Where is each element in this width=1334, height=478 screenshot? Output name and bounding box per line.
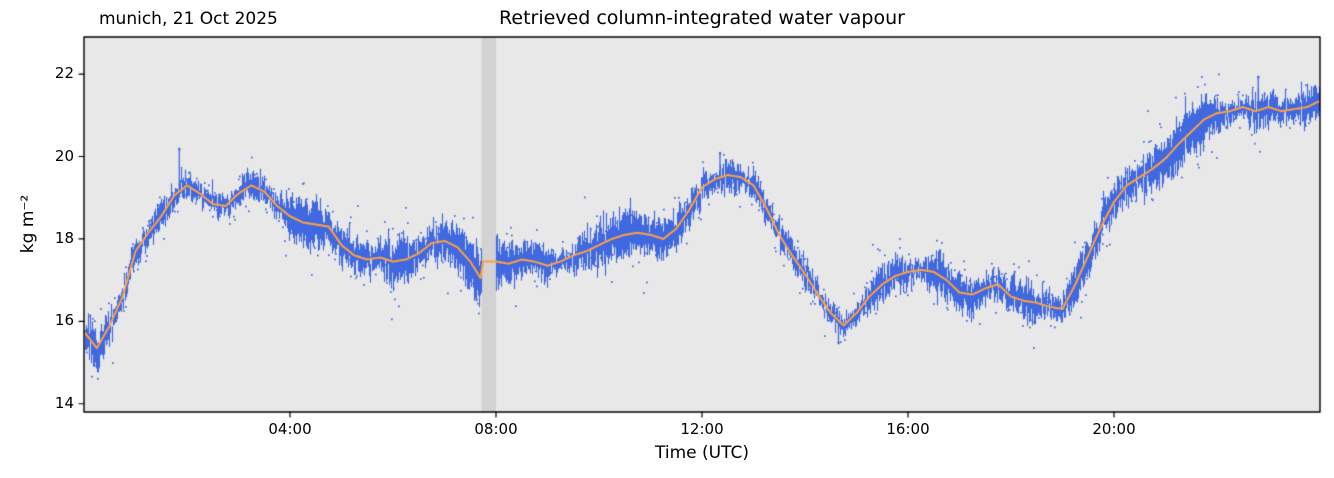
y-tick-label: 14 (54, 393, 74, 412)
x-tick-label: 20:00 (1092, 420, 1136, 438)
y-tick-label: 20 (54, 146, 74, 165)
x-tick-label: 08:00 (474, 420, 518, 438)
x-tick-label: 04:00 (268, 420, 312, 438)
y-tick-label: 18 (54, 228, 74, 247)
plot-title: Retrieved column-integrated water vapour (499, 7, 905, 29)
plot-subtitle: munich, 21 Oct 2025 (99, 9, 278, 29)
y-tick-label: 22 (54, 64, 74, 83)
y-tick-label: 16 (54, 311, 74, 330)
x-tick-label: 12:00 (680, 420, 724, 438)
x-axis-label: Time (UTC) (655, 443, 749, 463)
x-tick-label: 16:00 (886, 420, 930, 438)
